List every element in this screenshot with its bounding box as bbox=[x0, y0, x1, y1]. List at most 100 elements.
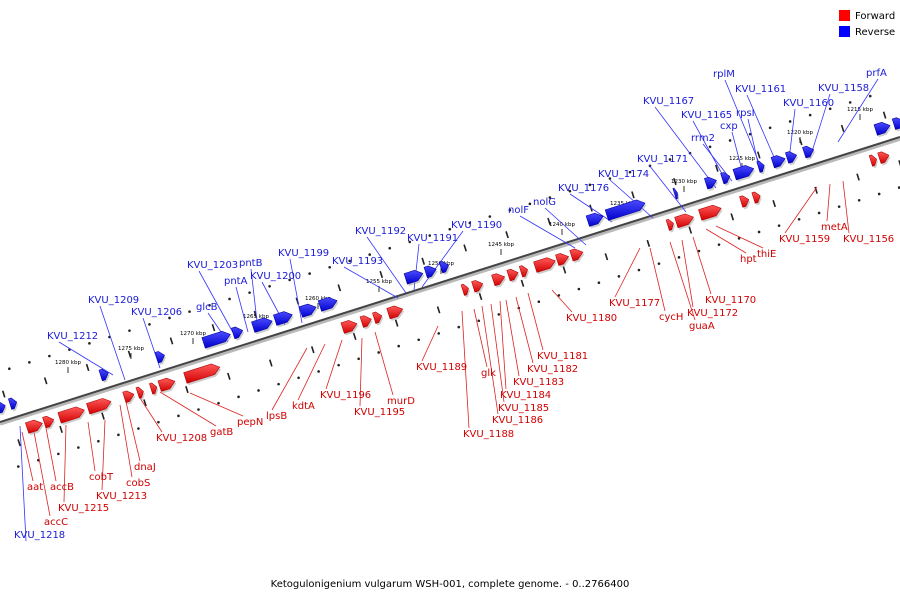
forward-gene-label-kvu-1188[interactable]: KVU_1188 bbox=[463, 429, 514, 440]
forward-gene-label-accb[interactable]: accB bbox=[50, 482, 74, 493]
reverse-gene-label-nolg[interactable]: nolG bbox=[533, 197, 556, 208]
forward-gene-label-kvu-1156[interactable]: KVU_1156 bbox=[843, 234, 894, 245]
forward-gene-label-murd[interactable]: murD bbox=[387, 396, 415, 407]
reverse-gene-label-kvu-1203[interactable]: KVU_1203 bbox=[187, 260, 238, 271]
reverse-gene-label-kvu-1176[interactable]: KVU_1176 bbox=[558, 183, 609, 194]
forward-gene-arrow[interactable] bbox=[57, 406, 85, 424]
forward-gene-arrow[interactable] bbox=[122, 390, 135, 403]
reverse-gene-arrow[interactable] bbox=[98, 368, 109, 382]
reverse-gene-label-kvu-1171[interactable]: KVU_1171 bbox=[637, 154, 688, 165]
reverse-gene-label-kvu-1199[interactable]: KVU_1199 bbox=[278, 248, 329, 259]
forward-gene-label-kvu-1180[interactable]: KVU_1180 bbox=[566, 313, 617, 324]
reverse-gene-arrow[interactable] bbox=[231, 326, 244, 340]
forward-gene-label-lpsb[interactable]: lpsB bbox=[266, 411, 287, 422]
reverse-gene-label-kvu-1190[interactable]: KVU_1190 bbox=[451, 220, 502, 231]
reverse-gene-label-kvu-1174[interactable]: KVU_1174 bbox=[598, 169, 649, 180]
reverse-gene-label-kvu-1206[interactable]: KVU_1206 bbox=[131, 307, 182, 318]
forward-gene-label-cobt[interactable]: cobT bbox=[89, 472, 114, 483]
forward-gene-label-kvu-1186[interactable]: KVU_1186 bbox=[492, 415, 543, 426]
reverse-gene-arrow[interactable] bbox=[273, 311, 293, 326]
forward-gene-arrow[interactable] bbox=[877, 151, 890, 164]
forward-gene-arrow[interactable] bbox=[340, 320, 358, 334]
forward-gene-arrow[interactable] bbox=[157, 377, 176, 392]
reverse-gene-label-kvu-1212[interactable]: KVU_1212 bbox=[47, 331, 98, 342]
reverse-gene-label-rplm[interactable]: rplM bbox=[713, 69, 735, 80]
forward-gene-label-accc[interactable]: accC bbox=[44, 517, 68, 528]
reverse-gene-arrow[interactable] bbox=[251, 317, 273, 333]
forward-gene-label-kvu-1159[interactable]: KVU_1159 bbox=[779, 234, 830, 245]
forward-gene-arrow[interactable] bbox=[751, 191, 761, 204]
forward-gene-arrow[interactable] bbox=[183, 363, 221, 384]
forward-gene-arrow[interactable] bbox=[386, 305, 404, 320]
reverse-gene-label-rpsi[interactable]: rpsI bbox=[736, 108, 755, 119]
forward-gene-label-kvu-1182[interactable]: KVU_1182 bbox=[527, 364, 578, 375]
legend-forward[interactable]: Forward bbox=[839, 10, 895, 22]
forward-gene-label-kvu-1177[interactable]: KVU_1177 bbox=[609, 298, 660, 309]
forward-gene-arrow[interactable] bbox=[491, 273, 506, 287]
reverse-gene-label-kvu-1209[interactable]: KVU_1209 bbox=[88, 295, 139, 306]
forward-gene-label-kvu-1172[interactable]: KVU_1172 bbox=[687, 308, 738, 319]
reverse-gene-label-pnta[interactable]: pntA bbox=[224, 276, 248, 287]
forward-gene-arrow[interactable] bbox=[674, 213, 694, 229]
forward-gene-arrow[interactable] bbox=[665, 218, 674, 231]
reverse-gene-label-kvu-1191[interactable]: KVU_1191 bbox=[407, 233, 458, 244]
forward-gene-label-pepn[interactable]: pepN bbox=[237, 417, 263, 428]
forward-gene-label-kvu-1184[interactable]: KVU_1184 bbox=[500, 390, 551, 401]
forward-gene-arrow[interactable] bbox=[471, 280, 484, 293]
reverse-gene-label-nolf[interactable]: nolF bbox=[508, 205, 529, 216]
forward-gene-label-kvu-1185[interactable]: KVU_1185 bbox=[498, 403, 549, 414]
forward-gene-label-glk[interactable]: glk bbox=[481, 368, 496, 379]
forward-gene-label-guaa[interactable]: guaA bbox=[689, 321, 715, 332]
forward-gene-arrow[interactable] bbox=[42, 415, 55, 429]
reverse-gene-label-pntb[interactable]: pntB bbox=[239, 258, 263, 269]
reverse-gene-arrow[interactable] bbox=[298, 303, 317, 318]
legend-reverse[interactable]: Reverse bbox=[839, 26, 895, 38]
reverse-gene-arrow[interactable] bbox=[154, 351, 165, 364]
forward-gene-arrow[interactable] bbox=[518, 265, 528, 278]
reverse-gene-arrow[interactable] bbox=[732, 165, 755, 181]
reverse-gene-label-kvu-1193[interactable]: KVU_1193 bbox=[332, 256, 383, 267]
reverse-gene-arrow[interactable] bbox=[672, 187, 678, 200]
reverse-gene-label-kvu-1200[interactable]: KVU_1200 bbox=[250, 271, 301, 282]
forward-gene-arrow[interactable] bbox=[868, 154, 877, 167]
forward-gene-label-kvu-1183[interactable]: KVU_1183 bbox=[513, 377, 564, 388]
forward-gene-label-thie[interactable]: thiE bbox=[757, 249, 776, 260]
forward-gene-label-kvu-1196[interactable]: KVU_1196 bbox=[320, 390, 371, 401]
reverse-gene-label-rrm2[interactable]: rrm2 bbox=[691, 133, 715, 144]
forward-gene-arrow[interactable] bbox=[506, 268, 519, 282]
reverse-gene-arrow[interactable] bbox=[891, 117, 900, 130]
forward-gene-label-kvu-1170[interactable]: KVU_1170 bbox=[705, 295, 756, 306]
forward-gene-label-kvu-1189[interactable]: KVU_1189 bbox=[416, 362, 467, 373]
forward-gene-label-kvu-1213[interactable]: KVU_1213 bbox=[96, 491, 147, 502]
reverse-gene-label-glcb[interactable]: glcB bbox=[196, 302, 218, 313]
reverse-gene-arrow[interactable] bbox=[317, 297, 338, 312]
forward-gene-arrow[interactable] bbox=[569, 248, 584, 262]
forward-gene-arrow[interactable] bbox=[359, 315, 372, 328]
forward-gene-label-cobs[interactable]: cobS bbox=[126, 478, 150, 489]
reverse-gene-arrow[interactable] bbox=[873, 121, 891, 136]
forward-gene-label-kvu-1208[interactable]: KVU_1208 bbox=[156, 433, 207, 444]
forward-gene-label-kvu-1181[interactable]: KVU_1181 bbox=[537, 351, 588, 362]
reverse-gene-arrow[interactable] bbox=[785, 151, 798, 164]
forward-gene-label-kvu-1215[interactable]: KVU_1215 bbox=[58, 503, 109, 514]
forward-gene-label-cych[interactable]: cycH bbox=[659, 312, 683, 323]
forward-gene-label-dnaj[interactable]: dnaJ bbox=[134, 462, 156, 473]
forward-gene-arrow[interactable] bbox=[698, 204, 722, 221]
reverse-gene-arrow[interactable] bbox=[8, 397, 18, 410]
reverse-gene-label-prfa[interactable]: prfA bbox=[866, 68, 887, 79]
forward-gene-label-hpt[interactable]: hpt bbox=[740, 254, 757, 265]
forward-gene-label-aat[interactable]: aat bbox=[27, 482, 43, 493]
reverse-gene-label-kvu-1158[interactable]: KVU_1158 bbox=[818, 83, 869, 94]
reverse-gene-arrow[interactable] bbox=[802, 145, 815, 159]
reverse-gene-arrow[interactable] bbox=[604, 199, 646, 221]
forward-gene-arrow[interactable] bbox=[149, 382, 158, 395]
reverse-gene-label-kvu-1167[interactable]: KVU_1167 bbox=[643, 96, 694, 107]
reverse-gene-arrow[interactable] bbox=[201, 330, 231, 349]
forward-gene-arrow[interactable] bbox=[460, 283, 469, 296]
reverse-gene-arrow[interactable] bbox=[585, 212, 604, 227]
reverse-gene-arrow[interactable] bbox=[438, 261, 449, 274]
reverse-gene-label-cxp[interactable]: cxp bbox=[720, 121, 738, 132]
reverse-gene-arrow[interactable] bbox=[0, 401, 6, 414]
reverse-gene-arrow[interactable] bbox=[720, 172, 731, 185]
reverse-gene-arrow[interactable] bbox=[704, 176, 717, 190]
